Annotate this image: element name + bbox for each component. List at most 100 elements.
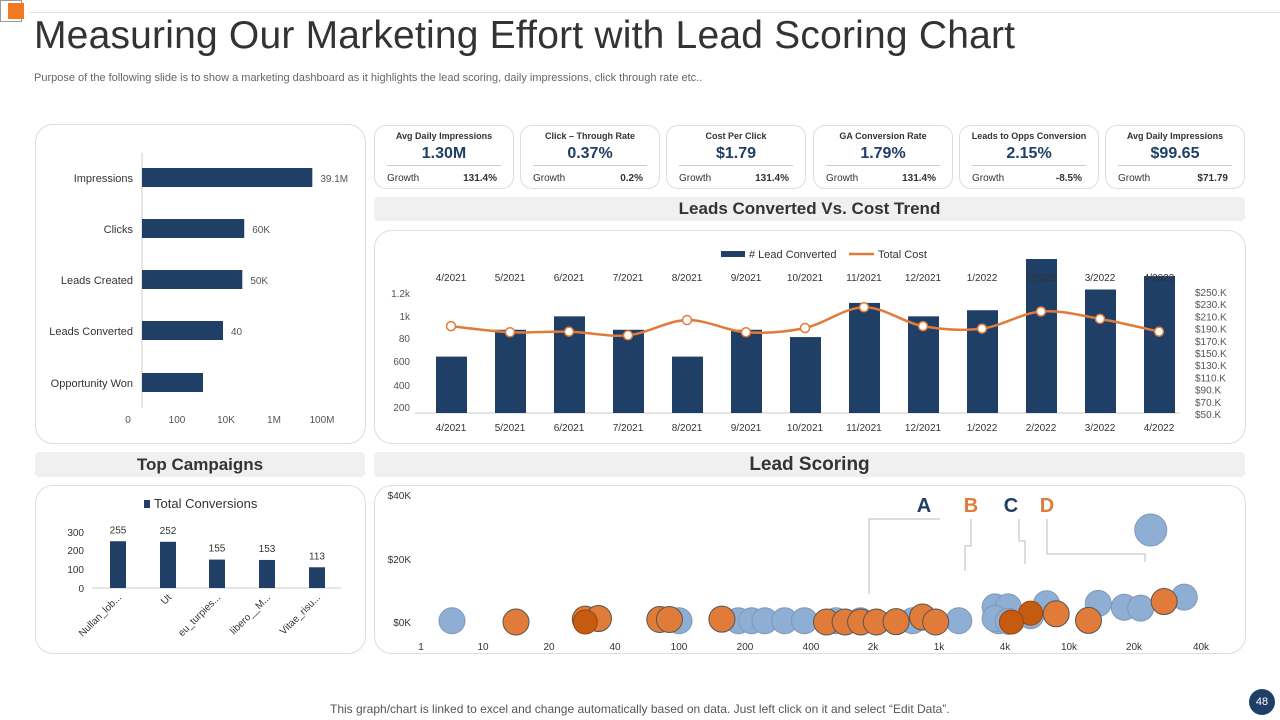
campaign-data-label: 113 xyxy=(309,551,325,562)
y-tick-right: $210.K xyxy=(1195,312,1227,323)
x-tick-top: 6/2021 xyxy=(554,273,585,284)
y-tick-left: 200 xyxy=(393,403,410,414)
campaign-bar xyxy=(259,559,275,588)
trend-bar xyxy=(672,356,703,413)
y-tick-left: 1.2k xyxy=(391,289,411,300)
x-tick-top: 8/2021 xyxy=(672,273,703,284)
funnel-chart: Impressions 39.1M Clicks 60K Leads Created 50… xyxy=(49,153,348,426)
trend-bar xyxy=(495,329,526,413)
funnel-x-tick: 10K xyxy=(217,415,235,426)
page-subtitle: Purpose of the following slide is to sho… xyxy=(34,72,703,84)
kpi-card-avg-daily-impressions[interactable]: Avg Daily Impressions 1.30M Growth 131.4… xyxy=(374,125,514,189)
funnel-category-label: Leads Created xyxy=(61,275,133,287)
funnel-data-label: 50K xyxy=(250,276,268,287)
campaigns-header: Top Campaigns xyxy=(35,452,365,477)
kpi-growth-label: Growth xyxy=(387,173,420,184)
x-tick-bottom: 4/2022 xyxy=(1144,423,1175,434)
annotation-line xyxy=(868,518,940,594)
kpi-title: Cost Per Click xyxy=(705,131,767,141)
scatter-point-orange xyxy=(882,608,910,636)
funnel-bar xyxy=(142,168,313,187)
kpi-value: $99.65 xyxy=(1118,145,1232,166)
kpi-growth-label: Growth xyxy=(533,173,566,184)
kpi-title: Avg Daily Impressions xyxy=(1126,131,1224,141)
total-cost-point xyxy=(740,327,752,338)
x-tick-top: 7/2021 xyxy=(613,273,644,284)
x-tick-top: 11/2021 xyxy=(846,273,882,284)
scatter-point-orange xyxy=(1150,588,1178,616)
y-tick-right: $50.K xyxy=(1195,410,1221,421)
campaign-category-label: eu_turpies... xyxy=(176,592,223,639)
funnel-category-label: Opportunity Won xyxy=(51,378,133,390)
kpi-card-leads-to-opps[interactable]: Leads to Opps Conversion 2.15% Growth -8… xyxy=(959,125,1099,189)
annotation-line xyxy=(1046,519,1146,562)
trend-header: Leads Converted Vs. Cost Trend xyxy=(374,197,1245,221)
funnel-bar xyxy=(142,219,245,238)
kpi-card-cost-per-click[interactable]: Cost Per Click $1.79 Growth 131.4% xyxy=(666,125,806,189)
kpi-title: Click – Through Rate xyxy=(544,131,635,141)
funnel-category-label: Impressions xyxy=(74,173,134,185)
x-tick-top: 4/2022 xyxy=(1144,273,1175,284)
total-cost-point xyxy=(1094,313,1106,325)
legend-label-cost: Total Cost xyxy=(878,249,927,261)
kpi-growth-value: 131.4% xyxy=(755,173,789,184)
kpi-value: $1.79 xyxy=(679,145,793,166)
total-cost-point xyxy=(563,326,575,337)
funnel-bar xyxy=(142,270,243,289)
scoring-chart: 1 10 20 40 100 200 400 2k 1k 4k 10k 20k 40k $0K $20K $4… xyxy=(388,491,1210,653)
kpi-card-click-through-rate[interactable]: Click – Through Rate 0.37% Growth 0.2% xyxy=(520,125,660,189)
y-tick-right: $110.K xyxy=(1195,373,1226,384)
campaign-category-label: Vitae_risu... xyxy=(278,592,323,637)
scatter-y-tick: $20K xyxy=(388,555,412,566)
kpi-growth-value: -8.5% xyxy=(1055,173,1082,184)
y-tick-right: $190.K xyxy=(1195,325,1227,336)
top-rule xyxy=(30,12,1280,13)
funnel-bar xyxy=(142,373,203,392)
scatter-x-tick: 1 xyxy=(418,642,424,653)
scatter-x-tick: 40 xyxy=(609,642,621,653)
kpi-growth-label: Growth xyxy=(1118,173,1151,184)
x-tick-bottom: 10/2021 xyxy=(787,423,824,434)
kpi-value: 2.15% xyxy=(972,145,1086,166)
campaign-y-tick: 300 xyxy=(67,528,84,539)
scatter-x-tick: 10 xyxy=(477,642,489,653)
x-tick-bottom: 11/2021 xyxy=(846,423,882,434)
legend-swatch-conversions xyxy=(144,500,150,508)
x-tick-bottom: 8/2021 xyxy=(672,423,703,434)
y-tick-right: $150.K xyxy=(1195,349,1227,360)
scatter-point-blue xyxy=(438,607,466,635)
trend-bar xyxy=(436,356,467,413)
y-tick-left: 400 xyxy=(393,381,410,392)
kpi-card-avg-daily-impressions-2[interactable]: Avg Daily Impressions $99.65 Growth $71.… xyxy=(1105,125,1245,189)
campaigns-chart: Total Conversions 0 100 200 300 255 Nullan_lob… xyxy=(67,496,341,639)
scatter-point-blue xyxy=(1127,594,1155,622)
scatter-x-tick: 4k xyxy=(1000,642,1012,653)
annotation-line xyxy=(1018,519,1026,564)
funnel-panel: Impressions 39.1M Clicks 60K Leads Created 50… xyxy=(35,124,366,444)
funnel-bar xyxy=(142,321,223,340)
campaign-y-tick: 0 xyxy=(78,584,84,595)
page-number: 48 xyxy=(1249,689,1275,715)
funnel-data-label: 60K xyxy=(252,225,270,236)
trend-bar xyxy=(849,302,880,413)
x-tick-bottom: 12/2021 xyxy=(905,423,942,434)
scatter-point-orange xyxy=(655,605,683,633)
x-tick-top: 10/2021 xyxy=(787,273,824,284)
total-cost-point xyxy=(1035,306,1047,317)
scatter-x-tick: 200 xyxy=(737,642,754,653)
y-tick-right: $230.K xyxy=(1195,300,1227,311)
scoring-panel: 1 10 20 40 100 200 400 2k 1k 4k 10k 20k 40k $0K $20K $4… xyxy=(374,485,1246,654)
scatter-x-tick: 400 xyxy=(803,642,820,653)
kpi-title: Leads to Opps Conversion xyxy=(971,131,1087,141)
scatter-point-orange xyxy=(922,608,950,636)
x-tick-bottom: 3/2022 xyxy=(1085,423,1116,434)
campaign-data-label: 255 xyxy=(110,525,127,536)
legend-swatch-leads xyxy=(721,251,745,257)
kpi-value: 1.79% xyxy=(826,145,940,166)
y-tick-left: 1k xyxy=(399,312,411,323)
kpi-card-ga-conversion-rate[interactable]: GA Conversion Rate 1.79% Growth 131.4% xyxy=(813,125,953,189)
campaign-category-label: libero__M... xyxy=(228,592,273,637)
trend-bar xyxy=(613,329,644,413)
x-tick-bottom: 5/2021 xyxy=(495,423,526,434)
scatter-y-tick: $40K xyxy=(388,491,412,502)
